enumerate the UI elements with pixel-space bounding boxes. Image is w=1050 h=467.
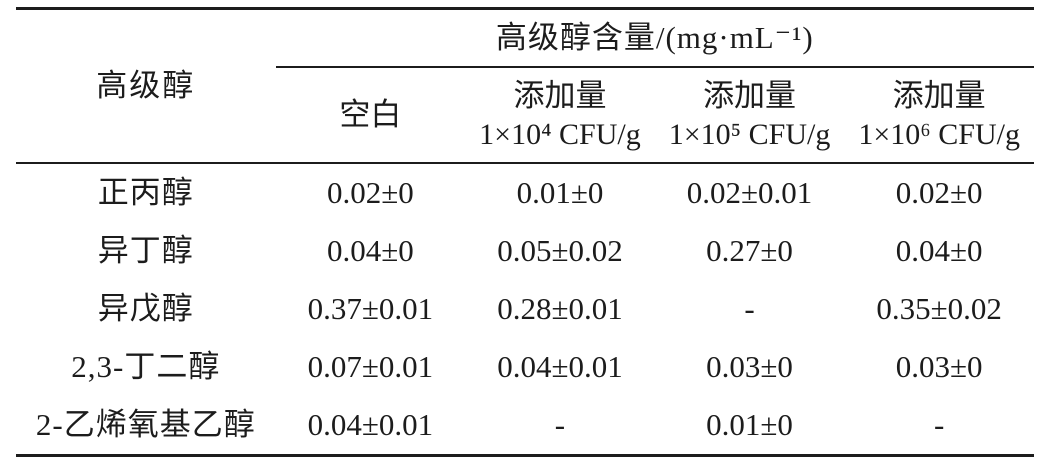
cell-value: 0.02±0.01	[686, 174, 813, 210]
cell-value: -	[744, 290, 755, 326]
cell-value: 0.04±0	[895, 232, 983, 268]
cell-value: 0.02±0	[895, 174, 983, 210]
row-label: 异戊醇	[97, 290, 194, 326]
row-label: 2-乙烯氧基乙醇	[35, 406, 256, 442]
column-header-line2: 1×10⁴ CFU/g	[479, 117, 641, 151]
cell-value: 0.07±0.01	[307, 348, 434, 384]
table-row-isobutanol: 异丁醇 0.04±0 0.05±0.02 0.27±0 0.04±0	[16, 222, 1034, 280]
column-header-line2: 1×10⁵ CFU/g	[668, 117, 831, 151]
row-label: 2,3-丁二醇	[71, 348, 221, 384]
column-header-dose-1e4: 添加量 1×10⁴ CFU/g	[465, 67, 655, 164]
cell-value: 0.02±0	[326, 174, 414, 210]
column-header-line2: 1×10⁶ CFU/g	[858, 117, 1020, 151]
row-label: 异丁醇	[97, 232, 194, 268]
cell-value: -	[934, 406, 945, 442]
table-row-n-propanol: 正丙醇 0.02±0 0.01±0 0.02±0.01 0.02±0	[16, 163, 1034, 222]
column-header-dose-1e6: 添加量 1×10⁶ CFU/g	[844, 67, 1034, 164]
cell-value: 0.04±0	[326, 232, 414, 268]
cell-value: 0.27±0	[706, 232, 793, 268]
higher-alcohol-content-table: 高级醇 高级醇含量/(mg·mL⁻¹) 空白 添加量 1×10⁴ CFU/g 添…	[16, 7, 1034, 457]
cell-value: 0.05±0.02	[497, 232, 623, 268]
cell-value: 0.35±0.02	[876, 290, 1002, 326]
group-header-cell: 高级醇含量/(mg·mL⁻¹)	[275, 8, 1034, 68]
column-header-line1: 添加量	[703, 77, 797, 113]
cell-value: 0.28±0.01	[497, 290, 623, 326]
table-row-23-butanediol: 2,3-丁二醇 0.07±0.01 0.04±0.01 0.03±0 0.03±…	[16, 338, 1034, 396]
row-label: 正丙醇	[97, 174, 194, 210]
column-header-dose-1e5: 添加量 1×10⁵ CFU/g	[654, 67, 845, 164]
sub-header-row: 空白 添加量 1×10⁴ CFU/g 添加量 1×10⁵ CFU/g 添加量 1…	[16, 67, 1034, 164]
column-header-blank: 空白	[275, 67, 466, 164]
column-header-line1: 添加量	[892, 77, 986, 113]
column-header-line1: 空白	[339, 96, 402, 132]
cell-value: 0.03±0	[895, 348, 983, 384]
table-row-isoamyl-alcohol: 异戊醇 0.37±0.01 0.28±0.01 - 0.35±0.02	[16, 280, 1034, 338]
corner-header-cell: 高级醇	[16, 8, 276, 164]
cell-value: 0.37±0.01	[307, 290, 434, 326]
cell-value: 0.04±0.01	[307, 406, 434, 442]
cell-value: 0.01±0	[516, 174, 604, 210]
cell-value: 0.03±0	[706, 348, 793, 384]
group-header-row: 高级醇 高级醇含量/(mg·mL⁻¹)	[16, 8, 1034, 164]
column-header-line1: 添加量	[513, 77, 607, 113]
cell-value: 0.01±0	[706, 406, 793, 442]
table-row-2-vinyloxyethanol: 2-乙烯氧基乙醇 0.04±0.01 - 0.01±0 -	[16, 396, 1034, 456]
cell-value: -	[554, 406, 566, 442]
cell-value: 0.04±0.01	[497, 348, 623, 384]
